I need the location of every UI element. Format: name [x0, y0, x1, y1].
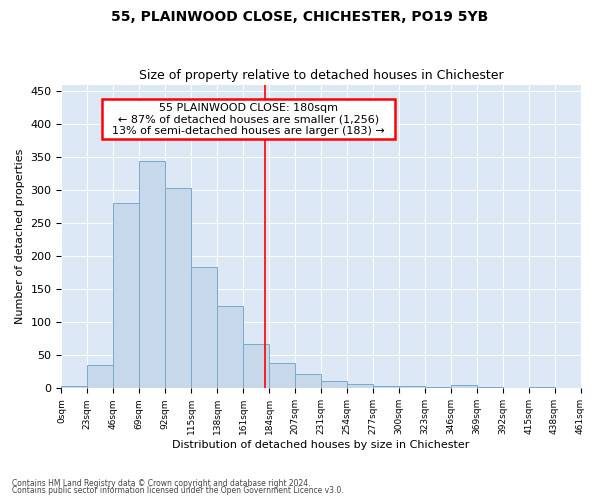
Bar — [243, 344, 269, 389]
Bar — [399, 386, 425, 388]
Bar — [191, 267, 217, 388]
Bar — [529, 387, 554, 388]
Bar — [321, 381, 347, 388]
Bar — [165, 188, 191, 388]
Text: 55 PLAINWOOD CLOSE: 180sqm  
  ← 87% of detached houses are smaller (1,256)  
  : 55 PLAINWOOD CLOSE: 180sqm ← 87% of deta… — [105, 103, 392, 136]
Y-axis label: Number of detached properties: Number of detached properties — [15, 149, 25, 324]
Bar — [476, 387, 503, 388]
Bar — [451, 385, 476, 388]
Bar — [347, 384, 373, 388]
Bar — [425, 387, 451, 388]
Bar — [139, 160, 165, 388]
Bar — [217, 306, 243, 388]
X-axis label: Distribution of detached houses by size in Chichester: Distribution of detached houses by size … — [172, 440, 470, 450]
Text: Contains HM Land Registry data © Crown copyright and database right 2024.: Contains HM Land Registry data © Crown c… — [12, 478, 311, 488]
Bar — [88, 365, 113, 388]
Text: Contains public sector information licensed under the Open Government Licence v3: Contains public sector information licen… — [12, 486, 344, 495]
Text: 55, PLAINWOOD CLOSE, CHICHESTER, PO19 5YB: 55, PLAINWOOD CLOSE, CHICHESTER, PO19 5Y… — [112, 10, 488, 24]
Bar — [269, 364, 295, 388]
Bar — [373, 386, 399, 388]
Title: Size of property relative to detached houses in Chichester: Size of property relative to detached ho… — [139, 69, 503, 82]
Bar — [113, 204, 139, 388]
Bar — [61, 386, 88, 388]
Bar — [295, 374, 321, 388]
